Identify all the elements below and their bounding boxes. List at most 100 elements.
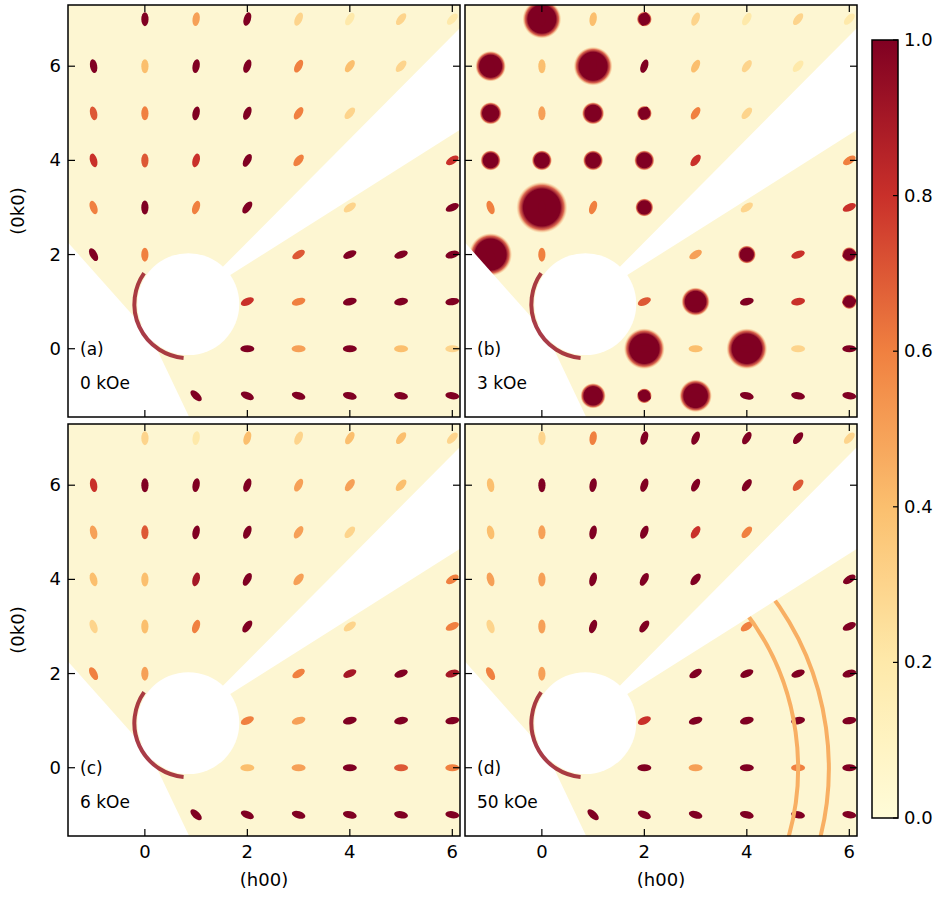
bragg-spot [636, 295, 652, 307]
bragg-spot [637, 619, 651, 635]
y-tick [465, 348, 472, 349]
beamstop [137, 672, 239, 774]
bragg-spot [841, 154, 857, 167]
bragg-spot [89, 59, 99, 74]
y-tick [68, 66, 75, 67]
bragg-spot [639, 430, 650, 446]
bragg-spot [343, 430, 357, 446]
bragg-spot [189, 388, 204, 403]
bragg-spot [239, 714, 255, 726]
bragg-spot [538, 525, 545, 539]
plot-area [68, 424, 460, 836]
bragg-spot [841, 573, 857, 586]
bragg-spot [342, 297, 357, 307]
y-tick [68, 673, 75, 674]
x-tick [349, 5, 350, 12]
bragg-spot [242, 430, 253, 446]
x-tick [541, 424, 542, 431]
x-tick-label: 4 [741, 841, 752, 862]
bragg-spot [638, 571, 651, 587]
panel-label: (c) [80, 758, 103, 778]
bragg-spot [292, 58, 305, 74]
bragg-spot [191, 478, 201, 493]
bragg-spot [689, 524, 703, 540]
diffuse-peak [582, 102, 605, 125]
bragg-spot [394, 391, 409, 401]
bragg-spot [791, 391, 806, 401]
bragg-spot [842, 716, 857, 725]
x-tick-label: 0 [139, 841, 150, 862]
bragg-spot [191, 572, 202, 587]
x-tick [644, 5, 645, 12]
bragg-spot [588, 572, 599, 587]
diffuse-peak [637, 11, 652, 26]
bragg-spot [484, 666, 497, 682]
y-tick [453, 579, 460, 580]
x-tick-label: 6 [844, 841, 855, 862]
x-tick [452, 829, 453, 836]
colorbar-tick-label: 0.0 [904, 807, 933, 828]
x-tick [349, 410, 350, 417]
powder-ring [744, 610, 798, 836]
y-tick [465, 579, 472, 580]
bragg-spot [638, 524, 650, 540]
bragg-spot [191, 12, 200, 27]
bragg-spot [841, 620, 857, 632]
bragg-spot [486, 478, 496, 493]
colorbar-tick-label: 0.8 [904, 185, 933, 206]
x-tick [746, 410, 747, 417]
bragg-spot [394, 810, 409, 820]
diffuse-peak [738, 245, 756, 263]
bragg-spot [445, 12, 460, 27]
y-tick [453, 673, 460, 674]
y-tick-label: 2 [50, 244, 61, 265]
colorbar-tick [893, 351, 898, 352]
bragg-spot [484, 247, 497, 263]
bragg-spot [191, 106, 201, 121]
y-tick [465, 66, 472, 67]
bragg-spot [240, 764, 254, 771]
bragg-spot [343, 525, 358, 540]
bragg-spot [241, 152, 254, 168]
y-tick [465, 254, 472, 255]
y-tick [453, 254, 460, 255]
bragg-spot [394, 59, 409, 74]
y-tick-label: 6 [50, 474, 61, 495]
bragg-spot [538, 620, 545, 634]
bragg-spot [740, 430, 754, 446]
bragg-spot [485, 572, 496, 587]
x-tick-label: 6 [447, 841, 458, 862]
bragg-spot [141, 620, 148, 634]
panel-label: (b) [477, 339, 501, 359]
bragg-spot [538, 478, 545, 492]
x-tick [144, 5, 145, 12]
bragg-spot [688, 572, 702, 587]
bragg-spot [394, 297, 409, 307]
x-tick [247, 5, 248, 12]
diffuse-peak [580, 383, 606, 409]
bragg-spot [141, 12, 148, 26]
bragg-spot [485, 619, 497, 635]
diffuse-peak [842, 294, 857, 309]
bragg-spot [791, 297, 806, 307]
bragg-spot [343, 345, 357, 352]
bragg-spot [637, 200, 651, 216]
bragg-spot [538, 59, 545, 73]
diffuse-peak [574, 47, 613, 86]
diffuse-peak [516, 182, 567, 233]
bragg-spot [588, 106, 598, 121]
y-tick-label: 4 [50, 149, 61, 170]
bragg-spot [445, 716, 460, 725]
bragg-spot [239, 295, 255, 307]
diffuse-peak [637, 388, 652, 403]
x-tick [849, 5, 850, 12]
x-tick [541, 410, 542, 417]
bragg-spot [739, 248, 755, 260]
bragg-spot [688, 153, 702, 168]
y-tick [68, 348, 75, 349]
bragg-spot [842, 345, 856, 352]
bragg-spot [88, 153, 99, 168]
bragg-spot [485, 200, 497, 216]
bragg-spot [141, 201, 148, 215]
y-tick [453, 66, 460, 67]
